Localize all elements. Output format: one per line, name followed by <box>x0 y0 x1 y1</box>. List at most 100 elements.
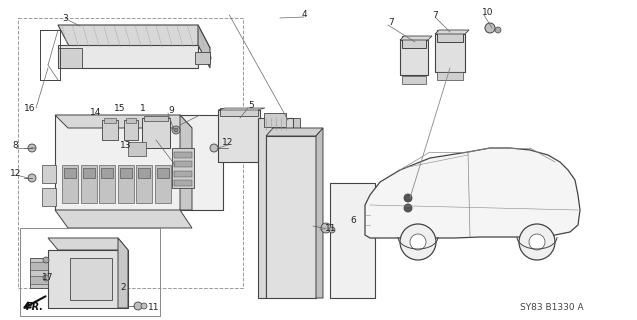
Bar <box>30 258 48 288</box>
Bar <box>264 113 286 127</box>
Text: 16: 16 <box>24 103 36 113</box>
Circle shape <box>203 54 211 62</box>
Bar <box>120 168 132 178</box>
Bar <box>400 40 428 75</box>
Bar <box>174 171 192 177</box>
Text: 1: 1 <box>140 103 146 113</box>
Bar <box>118 165 134 203</box>
Bar <box>42 165 56 183</box>
Text: 12: 12 <box>222 138 233 147</box>
Polygon shape <box>435 30 469 34</box>
Text: 12: 12 <box>10 169 22 178</box>
Bar <box>218 110 260 162</box>
Polygon shape <box>58 48 82 68</box>
Bar <box>144 116 168 121</box>
Bar <box>102 120 118 140</box>
Bar <box>437 72 463 80</box>
Text: 5: 5 <box>248 100 254 109</box>
Bar <box>155 165 171 203</box>
Circle shape <box>400 224 436 260</box>
Text: 17: 17 <box>42 274 54 283</box>
Circle shape <box>485 23 495 33</box>
Bar <box>138 168 150 178</box>
Circle shape <box>172 126 180 134</box>
Polygon shape <box>258 118 293 298</box>
Text: FR.: FR. <box>26 302 44 312</box>
Circle shape <box>134 302 142 310</box>
Circle shape <box>43 275 49 281</box>
Polygon shape <box>180 115 192 210</box>
Text: 11: 11 <box>325 223 336 233</box>
Bar <box>48 250 128 308</box>
Polygon shape <box>365 148 580 238</box>
Bar <box>64 168 76 178</box>
Text: 8: 8 <box>12 140 18 149</box>
Bar <box>101 168 113 178</box>
Polygon shape <box>198 25 210 68</box>
Bar <box>136 165 152 203</box>
Bar <box>172 148 194 188</box>
Circle shape <box>210 144 218 152</box>
Text: 10: 10 <box>482 7 494 17</box>
Bar <box>157 168 169 178</box>
Bar <box>174 161 192 167</box>
Bar <box>62 165 78 203</box>
Polygon shape <box>400 36 432 40</box>
Circle shape <box>274 144 282 152</box>
Text: 4: 4 <box>302 10 308 19</box>
Circle shape <box>28 144 36 152</box>
Circle shape <box>495 27 501 33</box>
Bar <box>83 168 95 178</box>
Circle shape <box>519 224 555 260</box>
Polygon shape <box>118 238 128 308</box>
Bar <box>30 276 48 284</box>
Bar <box>104 118 116 123</box>
Text: 11: 11 <box>148 303 159 313</box>
Bar <box>55 115 223 210</box>
Text: 6: 6 <box>350 215 355 225</box>
Text: 14: 14 <box>90 108 101 116</box>
Circle shape <box>404 204 412 212</box>
Bar <box>402 36 426 48</box>
Polygon shape <box>266 128 323 136</box>
Polygon shape <box>55 210 192 228</box>
Circle shape <box>43 257 49 263</box>
Polygon shape <box>48 238 128 250</box>
Circle shape <box>141 303 147 309</box>
Polygon shape <box>55 115 192 128</box>
Circle shape <box>28 174 36 182</box>
Bar <box>81 165 97 203</box>
Bar <box>220 108 258 116</box>
Bar <box>30 262 48 270</box>
Bar <box>20 228 160 316</box>
Text: 15: 15 <box>114 103 125 113</box>
Text: 2: 2 <box>120 284 125 292</box>
Text: SY83 B1330 A: SY83 B1330 A <box>520 303 583 313</box>
Circle shape <box>529 234 545 250</box>
Bar <box>174 152 192 158</box>
Bar <box>42 188 56 206</box>
Bar <box>174 180 192 186</box>
Bar <box>128 142 146 156</box>
Bar <box>142 118 170 148</box>
Bar <box>402 76 426 84</box>
Polygon shape <box>58 45 198 68</box>
Bar <box>195 52 210 64</box>
Circle shape <box>321 223 331 233</box>
Polygon shape <box>218 108 265 110</box>
Text: 3: 3 <box>62 13 68 22</box>
Bar <box>18 18 243 288</box>
Bar <box>266 136 316 298</box>
Polygon shape <box>58 25 210 48</box>
Bar <box>330 183 375 298</box>
Polygon shape <box>293 118 300 148</box>
Circle shape <box>174 128 178 132</box>
Bar <box>437 30 463 42</box>
Text: 9: 9 <box>168 106 174 115</box>
Circle shape <box>410 234 426 250</box>
Circle shape <box>404 194 412 202</box>
Text: 7: 7 <box>432 11 438 20</box>
Bar <box>126 118 136 123</box>
Bar <box>124 120 138 140</box>
Bar <box>70 258 112 300</box>
